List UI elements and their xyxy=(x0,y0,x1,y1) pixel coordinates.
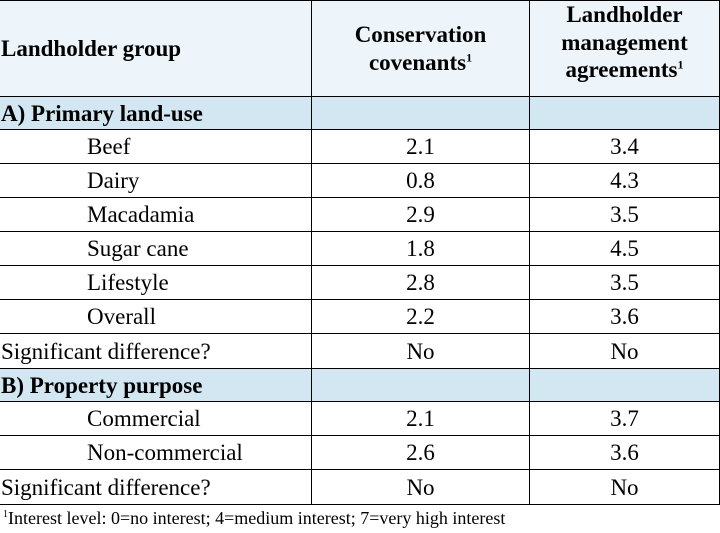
cell-conservation-covenants: 2.2 xyxy=(311,299,530,334)
cell-conservation-covenants: No xyxy=(311,333,530,369)
cell-management-agreements: 4.5 xyxy=(529,231,720,266)
significance-label: Significant difference? xyxy=(0,333,312,369)
table-footnote: 1Interest level: 0=no interest; 4=medium… xyxy=(3,508,505,529)
cell-conservation-covenants: 1.8 xyxy=(311,231,530,266)
table-row: Macadamia 2.9 3.5 xyxy=(0,197,720,232)
significance-row: Significant difference? No No xyxy=(0,333,720,369)
cell-management-agreements: No xyxy=(529,333,720,369)
header-cc-line1: Conservation xyxy=(354,21,487,47)
section-empty-cell xyxy=(529,368,720,402)
section-empty-cell xyxy=(529,96,720,130)
header-cc-line2: covenants xyxy=(368,49,467,75)
row-label: Lifestyle xyxy=(0,265,312,300)
table-row: Commercial 2.1 3.7 xyxy=(0,401,720,436)
cell-management-agreements: 4.3 xyxy=(529,163,720,198)
row-label: Sugar cane xyxy=(0,231,312,266)
header-lma-line3: agreements xyxy=(565,57,678,83)
cell-management-agreements: 3.6 xyxy=(529,299,720,334)
cell-conservation-covenants: 2.9 xyxy=(311,197,530,232)
table-row: Beef 2.1 3.4 xyxy=(0,129,720,164)
row-label: Dairy xyxy=(0,163,312,198)
cell-conservation-covenants: 2.1 xyxy=(311,401,530,436)
table-row: Sugar cane 1.8 4.5 xyxy=(0,231,720,266)
interest-table: Landholder group Conservation covenants1… xyxy=(0,0,720,505)
cell-management-agreements: 3.5 xyxy=(529,265,720,300)
section-title: B) Property purpose xyxy=(0,368,312,402)
cell-management-agreements: No xyxy=(529,469,720,505)
significance-label: Significant difference? xyxy=(0,469,312,505)
row-label: Beef xyxy=(0,129,312,164)
cell-conservation-covenants: 2.1 xyxy=(311,129,530,164)
row-label: Non-commercial xyxy=(0,435,312,470)
header-row: Landholder group Conservation covenants1… xyxy=(0,0,720,97)
section-empty-cell xyxy=(311,368,530,402)
header-conservation-covenants: Conservation covenants1 xyxy=(311,0,530,97)
cell-management-agreements: 3.5 xyxy=(529,197,720,232)
cell-management-agreements: 3.4 xyxy=(529,129,720,164)
section-header-property-purpose: B) Property purpose xyxy=(0,368,720,402)
cell-conservation-covenants: No xyxy=(311,469,530,505)
row-label: Commercial xyxy=(0,401,312,436)
cell-conservation-covenants: 2.8 xyxy=(311,265,530,300)
significance-row: Significant difference? No No xyxy=(0,469,720,505)
section-empty-cell xyxy=(311,96,530,130)
table-row: Non-commercial 2.6 3.6 xyxy=(0,435,720,470)
header-cc-footnote-marker: 1 xyxy=(466,49,473,64)
cell-conservation-covenants: 0.8 xyxy=(311,163,530,198)
cell-conservation-covenants: 2.6 xyxy=(311,435,530,470)
row-label: Macadamia xyxy=(0,197,312,232)
header-lma-line2: management xyxy=(561,29,688,55)
header-lma-line1: Landholder xyxy=(566,2,683,27)
table-row: Dairy 0.8 4.3 xyxy=(0,163,720,198)
table-row: Overall 2.2 3.6 xyxy=(0,299,720,334)
footnote-text: Interest level: 0=no interest; 4=medium … xyxy=(8,508,506,528)
section-header-primary-land-use: A) Primary land-use xyxy=(0,96,720,130)
row-label: Overall xyxy=(0,299,312,334)
header-lma-footnote-marker: 1 xyxy=(677,57,684,72)
header-landholder-group: Landholder group xyxy=(0,0,312,97)
cell-management-agreements: 3.7 xyxy=(529,401,720,436)
cell-management-agreements: 3.6 xyxy=(529,435,720,470)
section-title: A) Primary land-use xyxy=(0,96,312,130)
footnote-marker: 1 xyxy=(3,509,8,520)
header-landholder-management-agreements: Landholder management agreements1 xyxy=(529,0,720,97)
table-row: Lifestyle 2.8 3.5 xyxy=(0,265,720,300)
